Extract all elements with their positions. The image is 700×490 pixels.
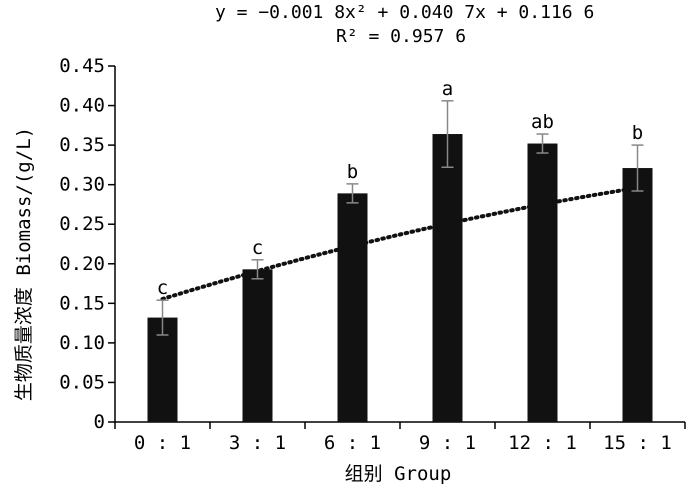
y-axis: 0 0.05 0.10 0.15 0.20 0.25 0.30 0.35 0.40 0.45	[59, 55, 116, 433]
bars	[147, 134, 653, 423]
significance-letter: b	[632, 122, 643, 144]
significance-letter: c	[157, 277, 168, 299]
x-tick-label: 0 : 1	[134, 432, 191, 454]
trendline-equation: y = −0.001 8x² + 0.040 7x + 0.116 6	[215, 2, 595, 23]
significance-letter: a	[442, 78, 453, 100]
x-tick-label: 6 : 1	[324, 432, 381, 454]
x-axis: 0 : 1 3 : 1 6 : 1 9 : 1 12 : 1 15 : 1	[114, 421, 686, 454]
trendline	[160, 185, 640, 301]
significance-letter: ab	[531, 111, 554, 133]
y-axis-label: 生物质量浓度 Biomass/(g/L)	[13, 127, 35, 401]
x-tick-label: 9 : 1	[419, 432, 476, 454]
significance-letter: b	[347, 161, 358, 183]
error-bars	[156, 100, 644, 336]
y-tick-label: 0.15	[59, 292, 105, 314]
r-squared-label: R² = 0.957 6	[336, 26, 467, 47]
y-tick-label: 0.30	[59, 174, 105, 196]
y-tick-label: 0.20	[59, 253, 105, 275]
significance-letters: c c b a ab b	[157, 78, 643, 299]
y-tick-label: 0.40	[59, 95, 105, 117]
x-axis-label: 组别 Group	[345, 463, 452, 485]
bar-6	[622, 168, 653, 422]
y-tick-label: 0	[94, 411, 105, 433]
y-tick-label: 0.45	[59, 55, 105, 77]
x-tick-label: 12 : 1	[508, 432, 577, 454]
trendline-group	[160, 185, 640, 301]
y-tick-label: 0.35	[59, 134, 105, 156]
bar-2	[242, 269, 273, 422]
y-tick-label: 0.10	[59, 332, 105, 354]
x-tick-label: 3 : 1	[229, 432, 286, 454]
x-tick-label: 15 : 1	[603, 432, 672, 454]
bar-5	[527, 143, 558, 423]
bar-4	[432, 134, 463, 422]
y-tick-label: 0.25	[59, 213, 105, 235]
y-tick-label: 0.05	[59, 371, 105, 393]
bar-3	[337, 193, 368, 422]
significance-letter: c	[252, 237, 263, 259]
